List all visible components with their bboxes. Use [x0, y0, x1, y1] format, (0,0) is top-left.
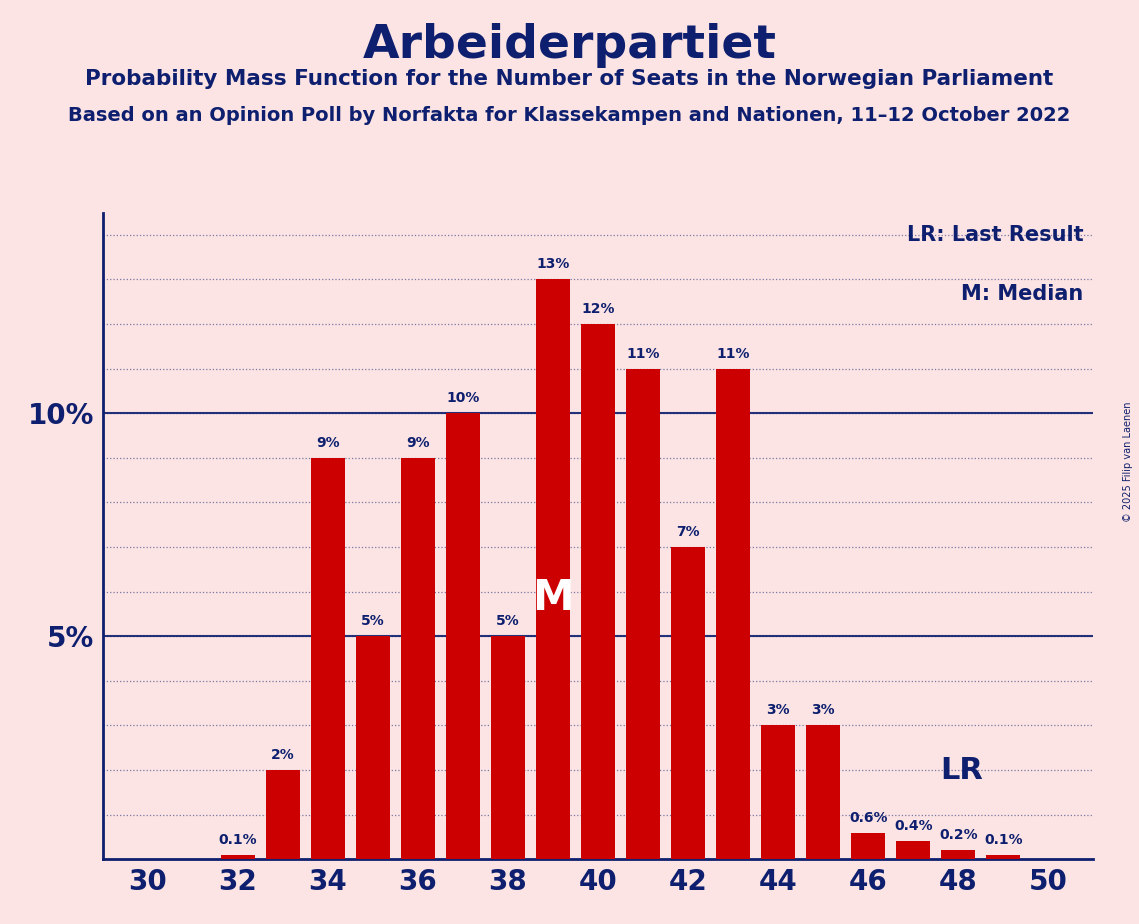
- Text: 11%: 11%: [716, 346, 749, 360]
- Text: 3%: 3%: [811, 703, 835, 717]
- Text: 0.1%: 0.1%: [219, 833, 257, 846]
- Text: 5%: 5%: [495, 614, 519, 628]
- Text: LR: Last Result: LR: Last Result: [907, 225, 1083, 246]
- Bar: [536, 279, 570, 859]
- Text: 0.2%: 0.2%: [939, 829, 977, 843]
- Bar: [311, 458, 345, 859]
- Bar: [355, 637, 390, 859]
- Text: M: M: [532, 578, 574, 619]
- Text: 0.6%: 0.6%: [849, 810, 887, 824]
- Text: Arbeiderpartiet: Arbeiderpartiet: [362, 23, 777, 68]
- Bar: [761, 725, 795, 859]
- Bar: [986, 855, 1021, 859]
- Text: 11%: 11%: [626, 346, 659, 360]
- Text: 12%: 12%: [581, 302, 615, 316]
- Text: 13%: 13%: [536, 258, 570, 272]
- Bar: [896, 842, 931, 859]
- Bar: [942, 850, 975, 859]
- Bar: [446, 413, 480, 859]
- Bar: [716, 369, 749, 859]
- Bar: [671, 547, 705, 859]
- Text: 9%: 9%: [405, 436, 429, 450]
- Text: 3%: 3%: [767, 703, 790, 717]
- Text: 9%: 9%: [316, 436, 339, 450]
- Text: 0.1%: 0.1%: [984, 833, 1023, 846]
- Text: 2%: 2%: [271, 748, 295, 762]
- Bar: [491, 637, 525, 859]
- Text: 5%: 5%: [361, 614, 385, 628]
- Text: 10%: 10%: [446, 391, 480, 406]
- Text: M: Median: M: Median: [961, 284, 1083, 304]
- Text: 7%: 7%: [677, 525, 699, 539]
- Text: Probability Mass Function for the Number of Seats in the Norwegian Parliament: Probability Mass Function for the Number…: [85, 69, 1054, 90]
- Bar: [265, 770, 300, 859]
- Text: LR: LR: [941, 756, 983, 784]
- Bar: [626, 369, 659, 859]
- Text: Based on an Opinion Poll by Norfakta for Klassekampen and Nationen, 11–12 Octobe: Based on an Opinion Poll by Norfakta for…: [68, 106, 1071, 126]
- Bar: [581, 324, 615, 859]
- Text: 0.4%: 0.4%: [894, 820, 933, 833]
- Bar: [806, 725, 841, 859]
- Bar: [851, 833, 885, 859]
- Bar: [221, 855, 254, 859]
- Bar: [401, 458, 435, 859]
- Text: © 2025 Filip van Laenen: © 2025 Filip van Laenen: [1123, 402, 1133, 522]
